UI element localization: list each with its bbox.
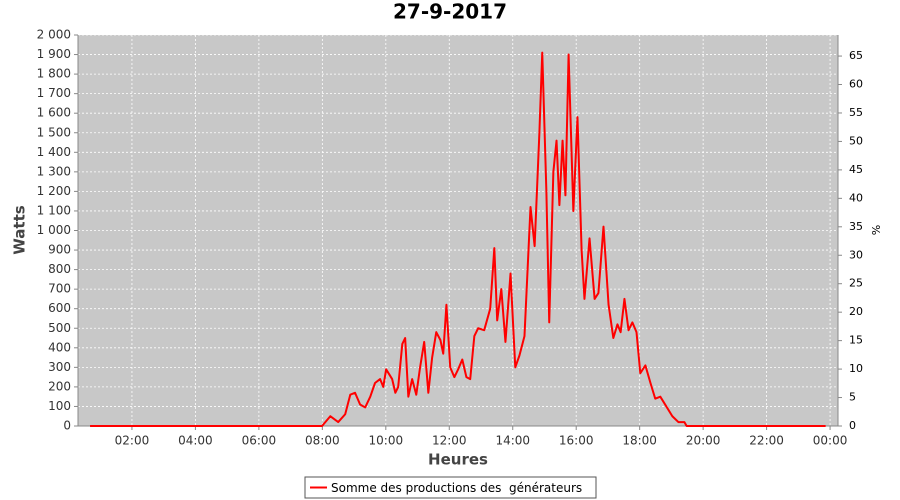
- y-tick-label: 700: [48, 282, 71, 296]
- y-tick-label: 1 800: [37, 67, 71, 81]
- y2-tick-label: 35: [849, 220, 863, 233]
- chart-title: 27-9-2017: [393, 0, 507, 24]
- y-tick-label: 200: [48, 379, 71, 393]
- y-tick-label: 400: [48, 340, 71, 354]
- y2-tick-label: 45: [849, 163, 863, 176]
- y2-tick-label: 40: [849, 191, 863, 204]
- x-tick-label: 08:00: [305, 434, 340, 448]
- y-tick-label: 1 000: [37, 223, 71, 237]
- y2-tick-label: 50: [849, 134, 863, 147]
- x-tick-label: 10:00: [369, 434, 404, 448]
- y-tick-label: 100: [48, 399, 71, 413]
- y-tick-label: 500: [48, 321, 71, 335]
- y-tick-label: 1 900: [37, 47, 71, 61]
- y-tick-label: 0: [63, 419, 71, 433]
- x-tick-label: 12:00: [432, 434, 467, 448]
- y-tick-label: 1 200: [37, 184, 71, 198]
- x-axis-title: Heures: [428, 451, 488, 469]
- y-tick-label: 900: [48, 243, 71, 257]
- x-tick-label: 18:00: [622, 434, 657, 448]
- y-tick-label: 1 600: [37, 106, 71, 120]
- x-tick-label: 16:00: [559, 434, 594, 448]
- legend-box: [304, 476, 597, 499]
- y2-tick-label: 15: [849, 334, 863, 347]
- y-tick-label: 2 000: [37, 28, 71, 42]
- x-tick-label: 20:00: [686, 434, 721, 448]
- y-tick-label: 1 300: [37, 164, 71, 178]
- y-tick-label: 1 400: [37, 145, 71, 159]
- y-tick-label: 800: [48, 262, 71, 276]
- y2-tick-label: 0: [849, 419, 856, 432]
- y2-tick-label: 55: [849, 106, 863, 119]
- x-tick-label: 00:00: [813, 434, 848, 448]
- y-tick-label: 1 700: [37, 86, 71, 100]
- y-tick-label: 1 500: [37, 125, 71, 139]
- x-tick-label: 22:00: [749, 434, 784, 448]
- x-tick-label: 02:00: [115, 434, 150, 448]
- x-tick-label: 06:00: [242, 434, 277, 448]
- y2-tick-label: 25: [849, 277, 863, 290]
- y-tick-label: 300: [48, 360, 71, 374]
- x-tick-label: 14:00: [495, 434, 530, 448]
- y-tick-label: 1 100: [37, 203, 71, 217]
- y2-tick-label: 20: [849, 305, 863, 318]
- series-line: [90, 51, 826, 427]
- legend-label: Somme des productions des générateurs: [331, 481, 582, 495]
- y2-tick-label: 10: [849, 362, 863, 375]
- y2-tick-label: 60: [849, 78, 863, 91]
- y2-tick-label: 65: [849, 49, 863, 62]
- y2-tick-label: 5: [849, 391, 856, 404]
- y-axis-title: Watts: [11, 205, 29, 254]
- y2-axis-title: %: [869, 225, 882, 235]
- y2-tick-label: 30: [849, 248, 863, 261]
- y-tick-label: 600: [48, 301, 71, 315]
- x-tick-label: 04:00: [178, 434, 213, 448]
